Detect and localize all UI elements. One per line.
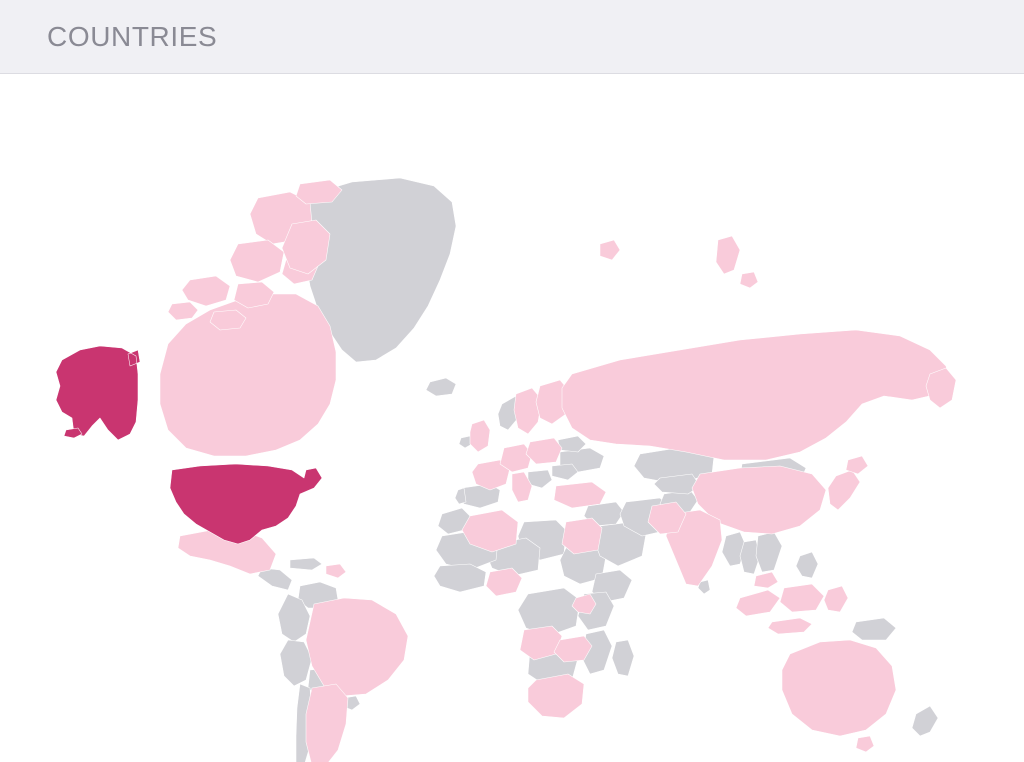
- region-canada-arctic-7[interactable]: [168, 302, 198, 320]
- region-italy[interactable]: [512, 472, 532, 502]
- region-caribbean[interactable]: [326, 564, 346, 578]
- region-romania[interactable]: [552, 464, 578, 480]
- region-philippines[interactable]: [796, 552, 818, 578]
- region-indonesia-sulawesi[interactable]: [824, 586, 848, 612]
- region-uk[interactable]: [470, 420, 490, 452]
- region-central-america[interactable]: [258, 568, 292, 590]
- widget-header: COUNTRIES: [0, 0, 1024, 74]
- region-peru[interactable]: [280, 640, 312, 686]
- region-algeria[interactable]: [462, 510, 518, 552]
- region-canada-arctic-4[interactable]: [234, 282, 274, 308]
- region-japan-north[interactable]: [846, 456, 868, 474]
- region-pakistan[interactable]: [648, 502, 686, 534]
- region-papua-new-guinea[interactable]: [852, 618, 896, 640]
- region-alaska-aleutians[interactable]: [64, 428, 82, 438]
- region-novaya-zemlya[interactable]: [716, 236, 740, 274]
- region-brazil[interactable]: [306, 598, 408, 696]
- map-regions-high: [56, 346, 322, 544]
- region-malaysia[interactable]: [754, 572, 778, 588]
- region-zambia[interactable]: [554, 636, 592, 662]
- region-finland[interactable]: [536, 380, 570, 424]
- region-iceland[interactable]: [426, 378, 456, 396]
- region-canada[interactable]: [160, 294, 336, 456]
- region-thailand[interactable]: [740, 540, 760, 574]
- region-cuba[interactable]: [290, 558, 322, 570]
- region-indonesia-java[interactable]: [768, 618, 812, 634]
- region-canada-arctic-3[interactable]: [182, 276, 230, 306]
- region-egypt[interactable]: [562, 518, 602, 554]
- region-united-states[interactable]: [170, 464, 322, 544]
- region-myanmar[interactable]: [722, 532, 746, 566]
- region-indonesia-borneo[interactable]: [780, 584, 824, 612]
- page-title: COUNTRIES: [47, 20, 218, 52]
- region-vietnam-laos-cambodia[interactable]: [756, 532, 782, 572]
- region-canada-arctic-6[interactable]: [210, 310, 246, 330]
- region-colombia[interactable]: [278, 594, 310, 642]
- region-nigeria[interactable]: [486, 568, 522, 596]
- region-severnaya-zemlya[interactable]: [740, 272, 758, 288]
- region-sweden[interactable]: [514, 388, 542, 434]
- region-portugal[interactable]: [455, 488, 466, 504]
- region-poland[interactable]: [526, 438, 562, 464]
- region-russia[interactable]: [562, 330, 950, 460]
- world-map-container[interactable]: [0, 74, 1024, 762]
- map-regions-low: [160, 180, 956, 762]
- region-india[interactable]: [666, 510, 722, 586]
- region-drc[interactable]: [518, 588, 580, 636]
- region-germany[interactable]: [500, 444, 532, 472]
- region-argentina[interactable]: [306, 684, 348, 762]
- region-madagascar[interactable]: [612, 640, 634, 676]
- region-west-africa[interactable]: [434, 564, 486, 592]
- region-central-asia[interactable]: [654, 474, 700, 494]
- region-new-zealand[interactable]: [912, 706, 938, 736]
- region-canada-arctic-2[interactable]: [230, 240, 284, 282]
- region-china[interactable]: [692, 466, 826, 534]
- region-russia-kamchatka[interactable]: [926, 368, 956, 408]
- region-greenland[interactable]: [304, 178, 456, 362]
- region-indonesia-sumatra[interactable]: [736, 590, 780, 616]
- region-greenland-tip[interactable]: [296, 180, 342, 204]
- region-uganda[interactable]: [572, 594, 596, 614]
- region-svalbard[interactable]: [600, 240, 620, 260]
- region-sri-lanka[interactable]: [698, 580, 710, 594]
- region-alaska[interactable]: [56, 346, 140, 440]
- region-tasmania[interactable]: [856, 736, 874, 752]
- world-choropleth-map[interactable]: [0, 74, 1024, 762]
- region-turkey[interactable]: [554, 482, 606, 508]
- region-south-africa[interactable]: [528, 674, 584, 718]
- region-japan[interactable]: [828, 470, 860, 510]
- region-australia[interactable]: [782, 640, 896, 736]
- region-baffin[interactable]: [282, 220, 330, 274]
- region-ireland[interactable]: [459, 436, 472, 448]
